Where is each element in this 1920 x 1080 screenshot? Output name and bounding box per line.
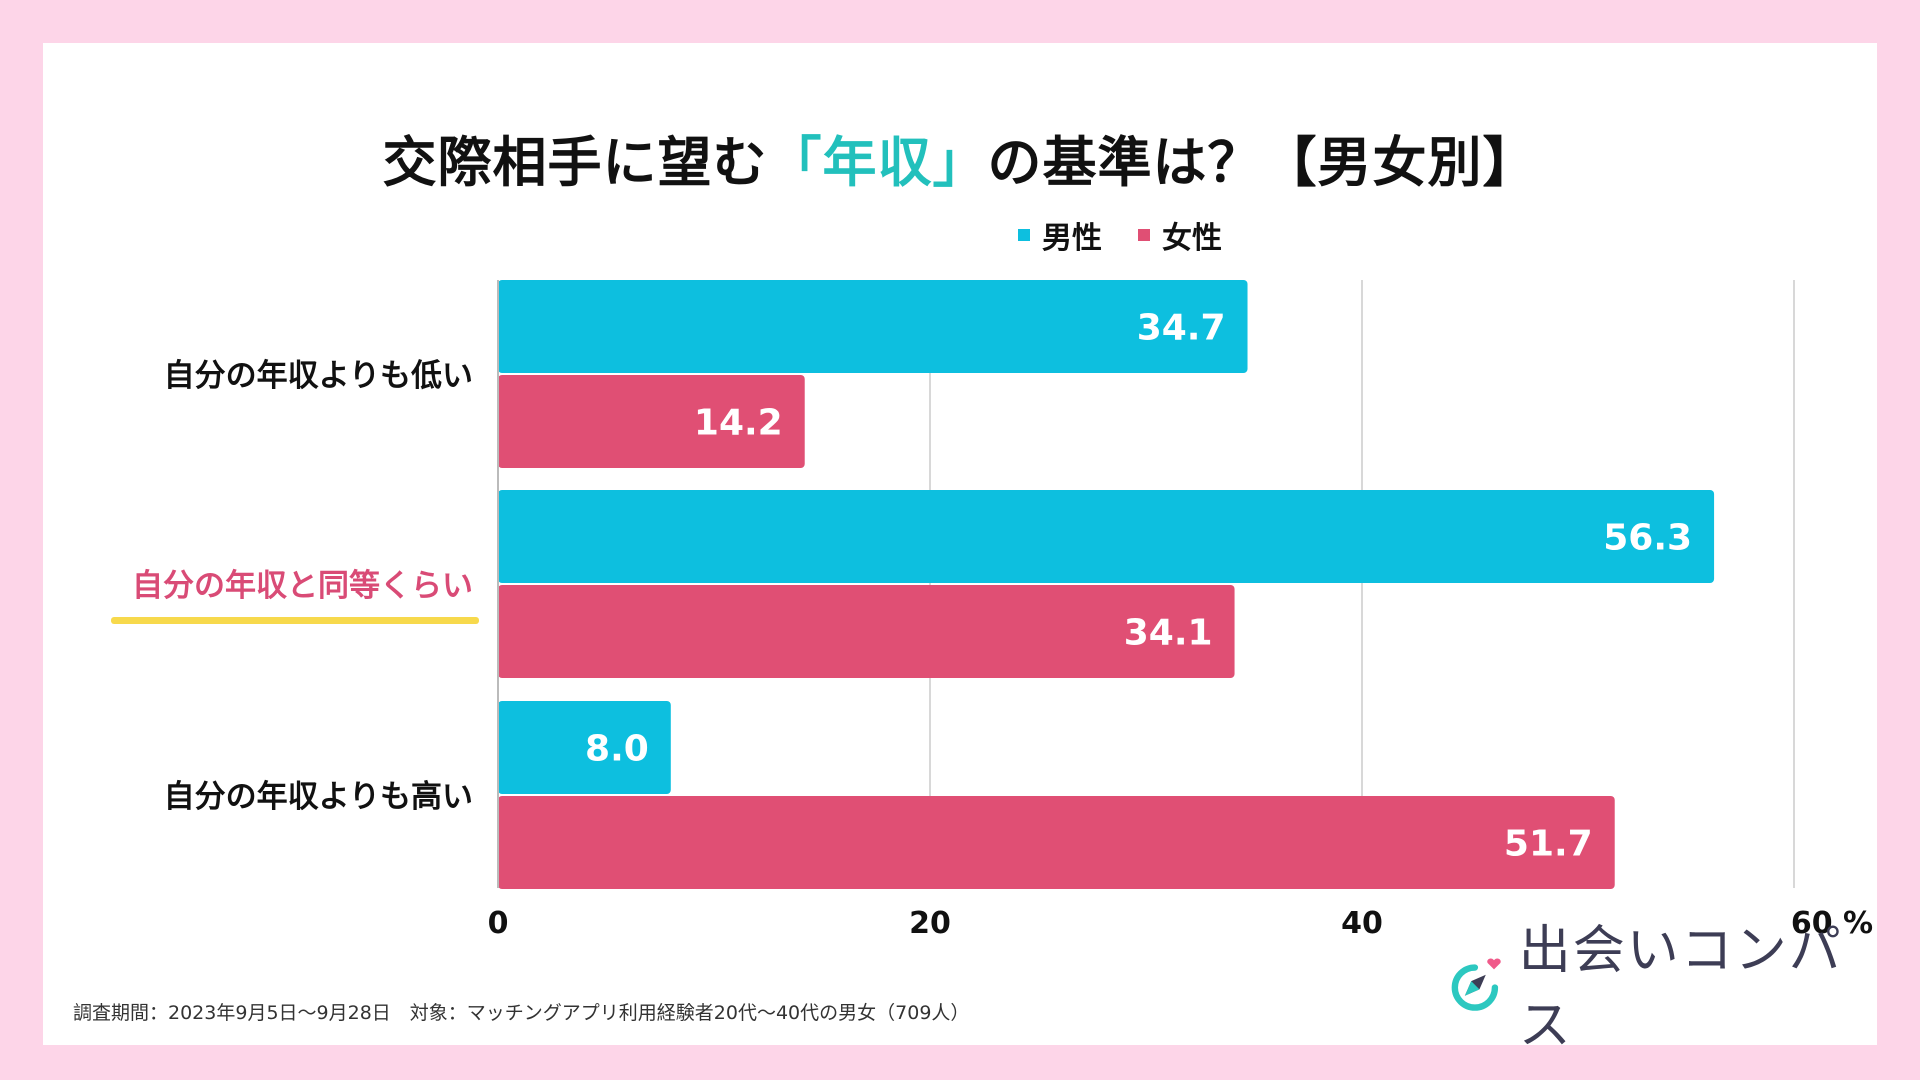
chart-card: 交際相手に望む「年収」の基準は？【男女別】 男性 女性 34.7 14.2 56.3… — [43, 43, 1877, 1056]
category-label-1: 自分の年収と同等くらい — [132, 568, 473, 604]
category-highlight-underline — [111, 617, 479, 624]
title-accent: 「年収」 — [767, 131, 988, 194]
tick-label-60: 60 % — [1791, 906, 1873, 941]
legend: 男性 女性 — [1018, 213, 1222, 257]
bar-male-1 — [498, 490, 1715, 583]
legend-item-female: 女性 — [1138, 213, 1222, 257]
data-label-female-1: 34.1 — [1124, 613, 1213, 654]
compass-icon — [1451, 958, 1501, 1011]
bar-female-2 — [498, 796, 1615, 889]
legend-label-female: 女性 — [1162, 221, 1222, 256]
data-label-male-2: 8.0 — [585, 729, 649, 770]
category-label-2: 自分の年収よりも高い — [164, 779, 473, 815]
brand-logo: 出会いコンパス — [1443, 921, 1863, 1056]
legend-item-male: 男性 — [1018, 213, 1102, 257]
bar-female-1 — [498, 585, 1235, 678]
chart-title: 交際相手に望む「年収」の基準は？【男女別】 — [43, 118, 1877, 197]
bar-chart: 34.7 14.2 56.3 34.1 8.0 51.7 自分の年収よりも低い自分の年収と同… — [111, 280, 1873, 941]
bar-male-2 — [498, 701, 671, 794]
brand-name: 出会いコンパス — [1518, 921, 1843, 1056]
bar-male-0 — [498, 280, 1248, 373]
title-suffix: の基準は？【男女別】 — [987, 131, 1538, 194]
data-label-female-0: 14.2 — [694, 403, 783, 444]
bar-female-0 — [498, 375, 805, 468]
legend-swatch-female — [1138, 229, 1150, 241]
tick-label-40: 40 — [1341, 906, 1383, 941]
tick-label-0: 0 — [488, 906, 509, 941]
title-prefix: 交際相手に望む — [382, 131, 768, 194]
data-label-female-2: 51.7 — [1504, 824, 1593, 865]
tick-label-20: 20 — [909, 906, 951, 941]
legend-swatch-male — [1018, 229, 1030, 241]
data-label-male-0: 34.7 — [1137, 308, 1226, 349]
survey-note: 調査期間：2023年9月5日〜9月28日 対象：マッチングアプリ利用経験者20代… — [73, 1002, 970, 1024]
legend-label-male: 男性 — [1042, 221, 1102, 256]
category-label-0: 自分の年収よりも低い — [164, 358, 473, 394]
data-label-male-1: 56.3 — [1603, 518, 1692, 559]
